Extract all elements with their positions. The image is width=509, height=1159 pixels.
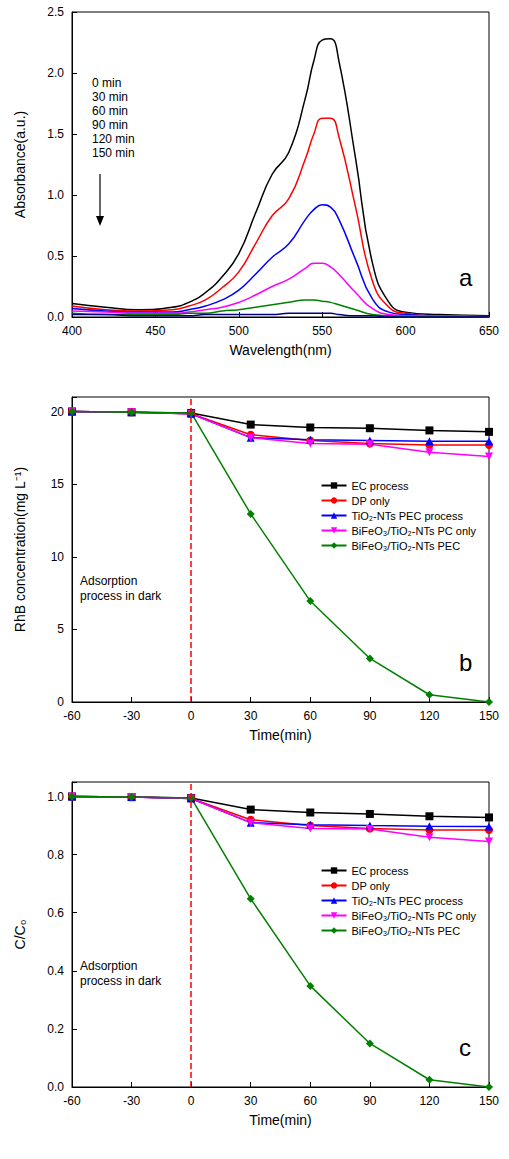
svg-text:0.5: 0.5	[47, 249, 64, 263]
svg-text:Wavelength(nm): Wavelength(nm)	[229, 342, 331, 358]
svg-text:90: 90	[363, 1094, 377, 1108]
svg-text:120 min: 120 min	[92, 132, 135, 146]
svg-text:15: 15	[51, 477, 65, 491]
svg-text:150: 150	[479, 1094, 499, 1108]
svg-text:TiO₂-NTs PEC process: TiO₂-NTs PEC process	[352, 895, 464, 907]
svg-text:Time(min): Time(min)	[249, 727, 311, 743]
svg-text:BiFeO₃/TiO₂-NTs PC only: BiFeO₃/TiO₂-NTs PC only	[352, 910, 477, 922]
svg-text:650: 650	[479, 324, 499, 338]
svg-text:BiFeO₃/TiO₂-NTs PC only: BiFeO₃/TiO₂-NTs PC only	[352, 525, 477, 537]
svg-text:0.0: 0.0	[47, 1080, 64, 1094]
svg-text:BiFeO₃/TiO₂-NTs PEC: BiFeO₃/TiO₂-NTs PEC	[352, 925, 461, 937]
svg-text:20: 20	[51, 405, 65, 419]
svg-text:0.0: 0.0	[47, 310, 64, 324]
svg-text:10: 10	[51, 550, 65, 564]
svg-text:60 min: 60 min	[92, 104, 128, 118]
svg-text:550: 550	[312, 324, 332, 338]
svg-text:EC process: EC process	[352, 480, 409, 492]
svg-text:30 min: 30 min	[92, 90, 128, 104]
svg-text:C/C₀: C/C₀	[12, 919, 28, 949]
svg-text:-60: -60	[63, 1094, 81, 1108]
svg-text:90 min: 90 min	[92, 118, 128, 132]
svg-text:2.0: 2.0	[47, 66, 64, 80]
svg-text:0.6: 0.6	[47, 906, 64, 920]
svg-text:0.4: 0.4	[47, 964, 64, 978]
svg-text:5: 5	[57, 622, 64, 636]
svg-text:60: 60	[304, 709, 318, 723]
svg-text:1.0: 1.0	[47, 188, 64, 202]
svg-text:2.5: 2.5	[47, 5, 64, 19]
svg-text:600: 600	[396, 324, 416, 338]
svg-text:TiO₂-NTs PEC process: TiO₂-NTs PEC process	[352, 510, 464, 522]
svg-text:120: 120	[419, 709, 439, 723]
svg-text:150: 150	[479, 709, 499, 723]
svg-text:500: 500	[229, 324, 249, 338]
svg-text:1.0: 1.0	[47, 790, 64, 804]
svg-text:BiFeO₃/TiO₂-NTs PEC: BiFeO₃/TiO₂-NTs PEC	[352, 540, 461, 552]
svg-text:400: 400	[62, 324, 82, 338]
svg-text:0 min: 0 min	[92, 76, 121, 90]
svg-text:a: a	[459, 264, 473, 291]
svg-text:30: 30	[244, 1094, 258, 1108]
svg-text:DP only: DP only	[352, 495, 391, 507]
svg-text:DP only: DP only	[352, 880, 391, 892]
svg-text:0.8: 0.8	[47, 848, 64, 862]
svg-text:1.5: 1.5	[47, 127, 64, 141]
svg-text:Absorbance(a.u.): Absorbance(a.u.)	[12, 111, 28, 218]
svg-text:0: 0	[188, 1094, 195, 1108]
svg-text:-60: -60	[63, 709, 81, 723]
svg-text:90: 90	[363, 709, 377, 723]
svg-text:60: 60	[304, 1094, 318, 1108]
svg-text:process in dark: process in dark	[80, 589, 162, 603]
svg-text:EC process: EC process	[352, 865, 409, 877]
svg-text:450: 450	[145, 324, 165, 338]
svg-text:process in dark: process in dark	[80, 974, 162, 988]
svg-text:-30: -30	[123, 709, 141, 723]
svg-text:0: 0	[57, 695, 64, 709]
svg-text:Adsorption: Adsorption	[80, 959, 137, 973]
svg-text:30: 30	[244, 709, 258, 723]
svg-text:150 min: 150 min	[92, 146, 135, 160]
svg-text:Adsorption: Adsorption	[80, 574, 137, 588]
svg-text:-30: -30	[123, 1094, 141, 1108]
svg-text:b: b	[459, 649, 472, 676]
svg-text:0.2: 0.2	[47, 1022, 64, 1036]
svg-text:c: c	[459, 1034, 471, 1061]
svg-text:0: 0	[188, 709, 195, 723]
svg-text:Time(min): Time(min)	[249, 1112, 311, 1128]
svg-text:120: 120	[419, 1094, 439, 1108]
svg-text:RhB concentration(mg L⁻¹): RhB concentration(mg L⁻¹)	[12, 467, 28, 632]
